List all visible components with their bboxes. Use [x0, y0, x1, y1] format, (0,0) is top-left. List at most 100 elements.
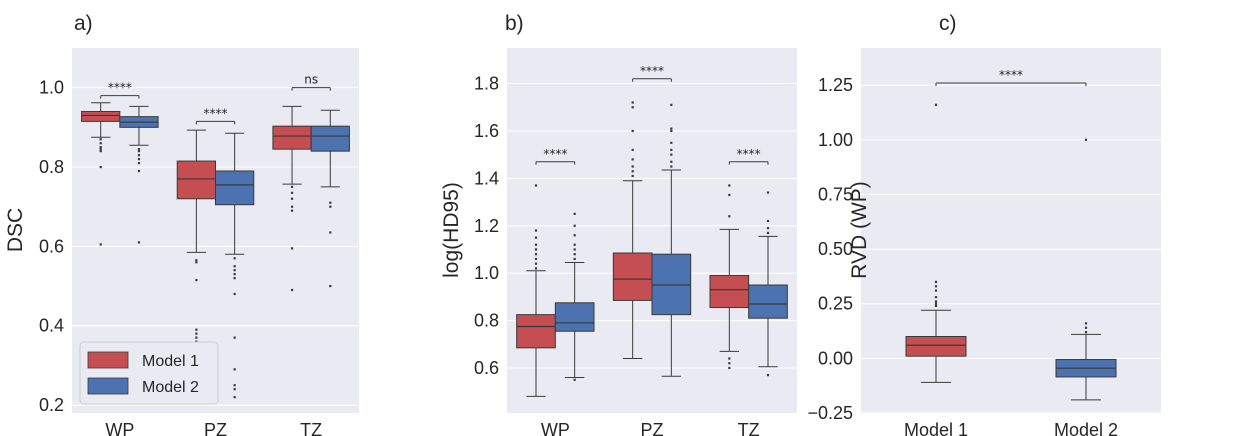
outlier-point	[573, 212, 576, 216]
legend-swatch	[87, 377, 129, 395]
box-model-1-tz	[272, 105, 312, 292]
box-model-1-tz	[709, 184, 750, 370]
box-iqr	[516, 314, 556, 349]
outlier-point	[670, 141, 673, 144]
outlier-point	[233, 273, 236, 276]
outlier-point	[233, 265, 236, 268]
outlier-point	[728, 184, 731, 187]
outlier-point	[99, 148, 102, 151]
outlier-point	[631, 158, 634, 161]
outlier-point	[631, 129, 634, 133]
box-model-1-wp	[516, 184, 556, 397]
y-tick-label: 1.0	[39, 78, 64, 98]
legend: Model 1 Model 2	[79, 341, 219, 405]
outlier-point	[766, 191, 770, 194]
outlier-point	[631, 165, 634, 168]
x-tick-label: WP	[541, 420, 570, 436]
x-tick-label: Model 1	[904, 420, 968, 436]
outlier-point	[934, 285, 938, 288]
significance-annotation: ****	[728, 147, 769, 165]
outlier-point	[137, 150, 141, 153]
outlier-point	[766, 219, 770, 223]
significance-annotation: ****	[100, 81, 140, 99]
x-tick-label: WP	[105, 420, 134, 436]
significance-label: ****	[108, 81, 132, 95]
outlier-point	[195, 261, 198, 264]
significance-label: ****	[999, 68, 1023, 82]
outlier-point	[290, 205, 294, 208]
y-tick-label: 1.0	[474, 263, 499, 283]
outlier-point	[290, 247, 294, 250]
legend-swatch	[87, 351, 129, 369]
plot-area	[507, 48, 797, 413]
box-iqr	[709, 275, 750, 309]
outlier-point	[766, 227, 770, 230]
outlier-point	[534, 257, 538, 261]
outlier-point	[934, 300, 938, 303]
box-model-1-pz	[176, 129, 217, 343]
y-tick-label: −0.25	[807, 403, 853, 423]
outlier-point	[233, 384, 236, 387]
significance-annotation: ****	[535, 147, 576, 165]
box-model-1-model-1	[905, 103, 967, 383]
panel-label: c)	[939, 12, 957, 35]
box-iqr	[215, 170, 255, 206]
outlier-point	[99, 142, 102, 145]
panel-label: a)	[74, 12, 93, 35]
y-tick-label: 1.8	[474, 74, 499, 94]
outlier-point	[934, 103, 938, 106]
outlier-point	[137, 148, 141, 151]
significance-annotation: ****	[195, 106, 236, 125]
y-tick-label: 0.25	[818, 294, 853, 314]
outlier-point	[534, 267, 538, 270]
outlier-point	[573, 248, 576, 251]
x-tick-label: PZ	[640, 420, 663, 436]
y-tick-label: 0.8	[474, 311, 499, 331]
box-iqr	[176, 160, 217, 200]
outlier-point	[233, 336, 236, 339]
box-model-2-tz	[748, 191, 788, 377]
outlier-point	[934, 302, 938, 305]
y-axis-label: log(HD95)	[440, 182, 463, 278]
chart-panel-3: −0.25 0.00 0.25 0.50 0.75 1.00 1.25 Model 1 Mode…	[807, 12, 1161, 436]
outlier-point	[573, 234, 576, 237]
outlier-point	[670, 127, 673, 130]
outlier-point	[233, 292, 236, 296]
outlier-point	[631, 106, 634, 109]
y-tick-label: 0.50	[818, 239, 853, 259]
box-iqr	[81, 110, 121, 122]
y-tick-label: 0.8	[39, 157, 64, 177]
outlier-point	[137, 169, 141, 173]
outlier-point	[728, 362, 731, 365]
outlier-point	[99, 146, 102, 149]
box-model-2-wp	[119, 105, 159, 244]
box-model-2-pz	[215, 132, 255, 399]
significance-annotation: ****	[632, 64, 672, 82]
significance-annotation: ns	[291, 73, 331, 91]
y-tick-label: 1.6	[474, 121, 499, 141]
y-tick-label: 1.00	[818, 130, 853, 150]
outlier-point	[728, 193, 731, 197]
outlier-point	[534, 229, 538, 232]
box-iqr	[310, 125, 350, 152]
outlier-point	[766, 231, 770, 234]
box-iqr	[905, 336, 967, 357]
outlier-point	[233, 277, 236, 280]
outlier-point	[573, 224, 576, 227]
outlier-point	[195, 259, 198, 262]
y-tick-label: 0.2	[39, 395, 64, 415]
outlier-point	[670, 129, 673, 133]
outlier-point	[329, 284, 332, 288]
outlier-point	[233, 269, 236, 272]
x-tick-label: TZ	[300, 420, 322, 436]
legend-label: Model 2	[142, 379, 199, 396]
outlier-point	[290, 288, 294, 292]
outlier-point	[290, 209, 294, 212]
y-tick-label: 1.25	[818, 75, 853, 95]
outlier-point	[573, 253, 576, 256]
outlier-point	[137, 157, 141, 161]
outlier-point	[195, 336, 198, 339]
chart-panel-2: 0.6 0.8 1.0 1.2 1.4 1.6 1.8 WP PZ TZ **** **** **** b…	[440, 12, 797, 436]
box-iqr	[554, 302, 595, 332]
outlier-point	[534, 184, 538, 187]
